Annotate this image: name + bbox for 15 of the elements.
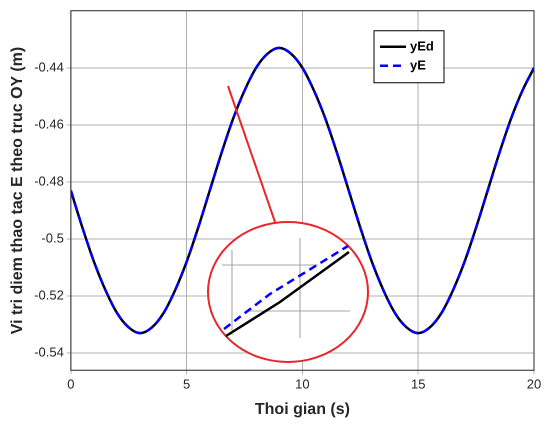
legend-label: yE [410, 57, 426, 72]
y-tick-label: -0.54 [34, 344, 64, 360]
y-tick-label: -0.44 [34, 59, 64, 74]
y-tick-label: -0.5 [41, 230, 64, 246]
x-tick-label: 5 [183, 376, 190, 392]
y-tick-label: -0.48 [34, 174, 64, 189]
y-axis-title: Vi tri diem thao tac E theo truc OY (m) [9, 46, 26, 334]
x-tick-label: 15 [410, 376, 426, 392]
x-tick-label: 20 [526, 376, 542, 392]
legend-label: yEd [410, 38, 434, 54]
y-tick-label: -0.46 [34, 116, 64, 132]
x-tick-label: 10 [295, 376, 310, 392]
y-tick-label: -0.52 [34, 288, 64, 303]
x-tick-label: 0 [67, 376, 74, 392]
x-axis-title: Thoi gian (s) [254, 400, 350, 418]
